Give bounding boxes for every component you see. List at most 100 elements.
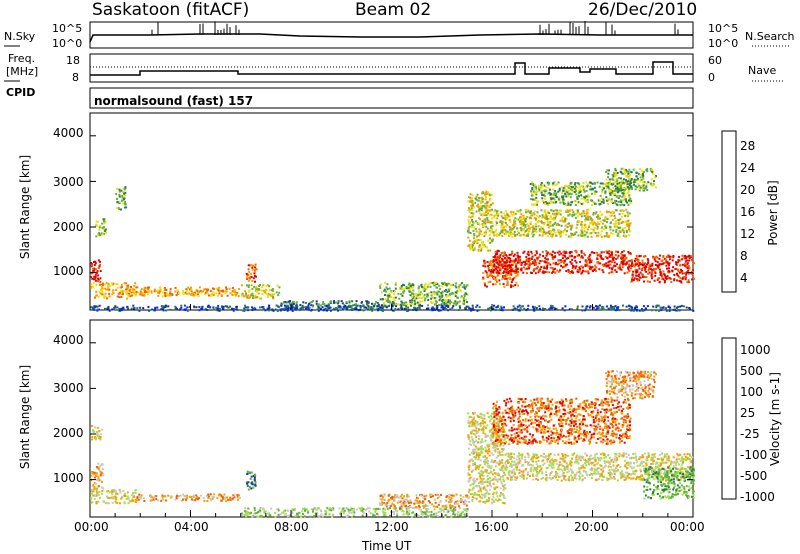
data-cell xyxy=(90,498,93,501)
data-cell xyxy=(444,515,447,518)
data-cell xyxy=(349,509,352,512)
data-cell xyxy=(588,215,591,218)
data-cell xyxy=(360,508,363,511)
data-cell xyxy=(499,283,502,286)
data-cell xyxy=(93,296,96,299)
data-cell xyxy=(611,258,614,261)
data-cell xyxy=(549,200,552,203)
data-cell xyxy=(96,308,99,311)
data-cell xyxy=(92,308,95,311)
data-cell xyxy=(498,450,501,453)
data-cell xyxy=(354,308,357,311)
data-cell xyxy=(588,259,591,262)
data-cell xyxy=(451,494,454,497)
data-cell xyxy=(379,283,382,286)
data-cell xyxy=(614,309,617,312)
data-cell xyxy=(687,269,690,272)
data-cell xyxy=(541,307,544,310)
data-cell xyxy=(481,223,484,226)
data-cell xyxy=(613,172,616,175)
data-cell xyxy=(583,212,586,215)
data-cell xyxy=(385,290,388,293)
data-cell xyxy=(485,225,488,228)
data-cell xyxy=(477,231,480,234)
data-cell xyxy=(521,233,524,236)
data-cell xyxy=(108,295,111,298)
data-cell xyxy=(445,283,448,286)
data-cell xyxy=(152,498,155,501)
data-cell xyxy=(348,301,351,304)
data-cell xyxy=(128,289,131,292)
data-cell xyxy=(602,306,605,309)
data-cell xyxy=(253,306,256,309)
data-cell xyxy=(496,448,499,451)
data-cell xyxy=(164,289,166,291)
data-cell xyxy=(616,307,619,310)
data-cell xyxy=(176,292,179,295)
data-cell xyxy=(98,466,101,469)
data-cell xyxy=(90,262,93,264)
data-cell xyxy=(518,255,521,258)
data-cell xyxy=(134,282,137,285)
data-cell xyxy=(362,305,365,308)
data-cell xyxy=(636,279,639,282)
data-cell xyxy=(427,307,430,310)
data-cell xyxy=(345,307,348,310)
data-cell xyxy=(401,493,404,496)
freq-series-line xyxy=(90,61,693,76)
data-cell xyxy=(526,267,529,270)
data-cell xyxy=(612,186,615,189)
data-cell xyxy=(441,294,444,297)
data-cell xyxy=(329,300,332,303)
data-cell xyxy=(504,218,507,221)
data-cell xyxy=(287,305,290,308)
data-cell xyxy=(505,225,508,228)
data-cell xyxy=(469,193,472,196)
data-cell xyxy=(520,220,523,223)
freq-unit-label: [MHz] xyxy=(6,65,39,78)
data-cell xyxy=(680,269,683,272)
data-cell xyxy=(537,271,540,274)
data-cell xyxy=(666,267,668,270)
data-cell xyxy=(692,269,694,272)
data-cell xyxy=(528,267,530,270)
data-cell xyxy=(415,295,418,298)
data-cell xyxy=(623,204,626,207)
data-cell xyxy=(437,503,440,506)
data-cell xyxy=(655,306,658,309)
data-cell xyxy=(525,258,528,261)
data-cell xyxy=(411,516,414,518)
data-cell xyxy=(632,168,635,171)
data-cell xyxy=(270,293,273,296)
data-cell xyxy=(653,258,656,261)
data-cell xyxy=(320,510,323,513)
data-cell xyxy=(667,262,670,265)
data-cell xyxy=(570,226,573,229)
data-cell xyxy=(506,212,509,215)
data-cell xyxy=(435,282,437,284)
data-cell xyxy=(523,250,526,253)
data-cell xyxy=(490,213,493,216)
data-cell xyxy=(614,169,617,172)
data-cell xyxy=(201,306,204,309)
data-cell xyxy=(93,261,95,263)
data-cell xyxy=(342,512,345,515)
data-cell xyxy=(617,200,620,203)
data-cell xyxy=(611,268,614,271)
power-cbar-tick: 28 xyxy=(740,139,756,153)
data-cell xyxy=(634,181,637,184)
data-cell xyxy=(103,294,105,297)
data-cell xyxy=(561,192,564,194)
data-cell xyxy=(447,282,450,285)
data-cell xyxy=(332,513,334,516)
data-cell xyxy=(571,189,574,191)
data-cell xyxy=(148,290,151,293)
data-cell xyxy=(429,282,432,285)
data-cell xyxy=(454,501,457,503)
data-cell xyxy=(562,201,565,204)
data-cell xyxy=(118,195,121,198)
data-cell xyxy=(641,181,644,184)
data-cell xyxy=(119,502,121,505)
data-cell xyxy=(220,294,223,297)
data-cell xyxy=(454,293,457,296)
